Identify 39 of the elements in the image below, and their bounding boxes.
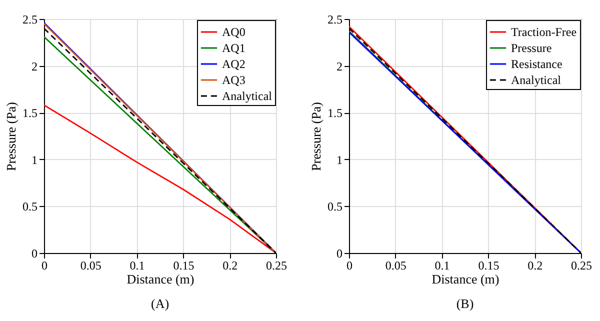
y-tick-label: 2 (32, 59, 38, 74)
text: (B) (456, 296, 474, 311)
legend-label: AQ3 (222, 73, 246, 87)
y-tick-label: 2 (336, 59, 342, 74)
x-tick-label: 0.1 (434, 258, 450, 272)
legend-label: AQ0 (222, 25, 246, 39)
y-tick-label: 0.5 (22, 200, 38, 214)
x-tick-label: 0.15 (173, 258, 194, 272)
y-tick-label: 0.5 (328, 200, 342, 214)
x-tick-label: 0.25 (266, 258, 287, 272)
legend-label: Analytical (511, 73, 562, 87)
legend-label: Analytical (222, 89, 273, 103)
x-tick-label: 0.25 (571, 258, 592, 272)
y-tick-label: 1 (32, 152, 38, 167)
y-axis-title: Pressure (Pa) (4, 102, 18, 171)
x-tick-label: 0 (42, 258, 48, 272)
y-tick-label: 1.5 (22, 106, 38, 120)
text: (A) (150, 296, 170, 311)
x-tick-label: 0.1 (130, 258, 145, 272)
x-axis-title: Distance (m) (432, 272, 500, 286)
y-tick-label: 2.5 (328, 12, 342, 26)
y-tick-label: 0 (32, 246, 38, 260)
y-tick-label: 1.5 (328, 106, 342, 120)
y-tick-label: 2.5 (22, 12, 38, 26)
y-tick-label: 1 (336, 152, 342, 167)
legend-label: AQ2 (222, 57, 246, 71)
y-axis-title: Pressure (Pa) (308, 102, 324, 171)
x-axis-title: Distance (m) (126, 272, 194, 286)
x-tick-label: 0.05 (80, 258, 102, 272)
x-tick-label: 0.2 (222, 258, 238, 272)
legend-label: Pressure (511, 41, 552, 55)
x-tick-label: 0 (346, 258, 352, 272)
x-tick-label: 0.2 (528, 258, 543, 272)
legend-label: Traction-Free (511, 25, 577, 39)
legend-label: AQ1 (222, 41, 246, 55)
x-tick-label: 0.15 (478, 258, 500, 272)
legend-label: Resistance (511, 57, 562, 71)
y-tick-label: 0 (336, 246, 342, 260)
x-tick-label: 0.05 (385, 258, 406, 272)
